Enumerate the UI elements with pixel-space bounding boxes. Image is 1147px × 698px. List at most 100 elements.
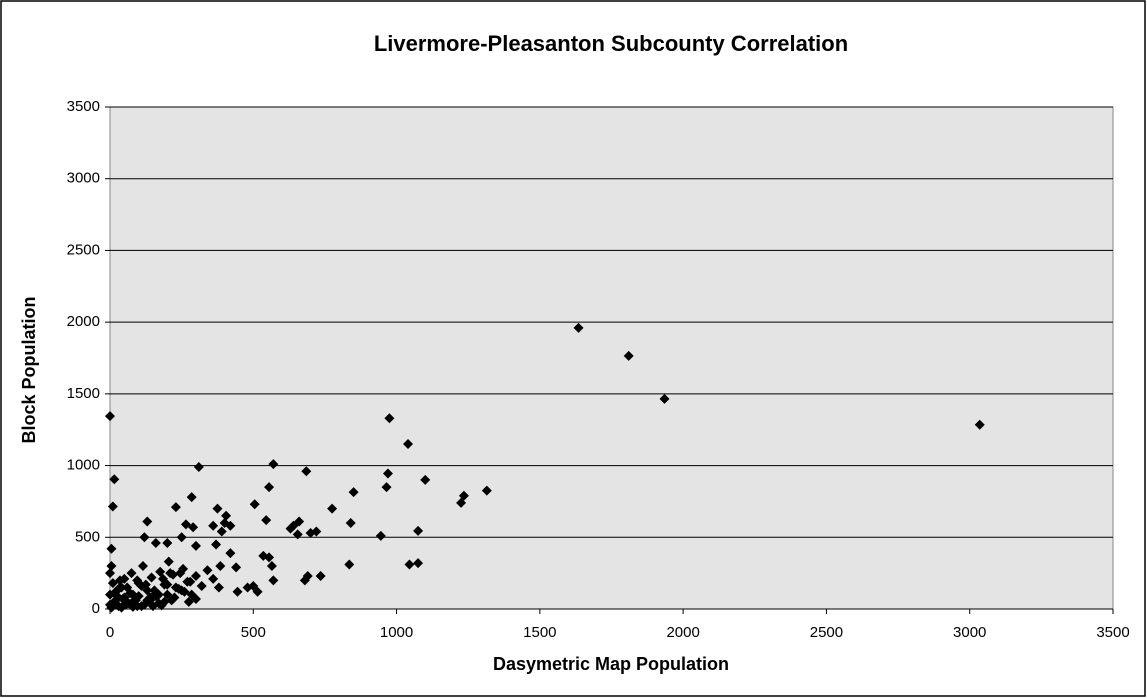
point [105,589,115,600]
point [249,499,260,510]
point [162,579,173,590]
point [176,585,187,596]
point [190,571,201,582]
x-tick-label: 3500 [1096,624,1129,641]
point [292,529,303,540]
point [231,562,242,573]
point [294,516,305,527]
point [456,497,467,508]
point [116,602,127,613]
point [384,413,395,424]
point [413,525,424,536]
x-tick-label: 500 [241,624,266,641]
point [137,560,148,571]
point [169,592,180,603]
point [208,520,219,531]
point [106,543,117,554]
point [413,558,424,569]
point [105,568,115,579]
point [186,492,197,503]
point [264,552,275,563]
point [163,556,174,567]
point [268,459,279,470]
point [175,568,186,579]
point [142,595,153,606]
point [127,589,138,600]
point [142,516,153,527]
point [305,527,316,538]
point [268,575,279,586]
point [211,539,222,550]
point [261,515,272,526]
x-tick-label: 1500 [523,624,556,641]
point [126,568,137,579]
point [122,582,133,593]
point [420,474,431,485]
point [105,411,115,422]
point [221,510,232,521]
x-tick-label: 2000 [666,624,699,641]
x-axis-label: Dasymetric Map Population [493,654,729,674]
y-tick-label: 0 [92,600,100,617]
point [146,572,157,583]
point [285,523,296,534]
y-tick-label: 3500 [67,98,100,115]
point [345,517,356,528]
point [196,581,207,592]
point [113,583,124,594]
point [176,532,187,543]
point [106,560,117,571]
point [190,540,201,551]
point [315,571,326,582]
point [123,598,134,609]
point [215,560,226,571]
point [165,568,176,579]
y-tick-label: 1500 [67,385,100,402]
y-tick-label: 500 [75,528,100,545]
y-tick-label: 2500 [67,241,100,258]
point [107,578,118,589]
point [974,419,985,430]
point [404,559,415,570]
plot-area [109,106,1114,610]
point [119,573,130,584]
x-tick-label: 2500 [810,624,843,641]
point [219,517,230,528]
point [132,601,143,612]
point [573,322,584,333]
point [109,474,120,485]
point [299,575,310,586]
y-tick-label: 1000 [67,457,100,474]
point [242,582,253,593]
point [110,595,121,606]
point [159,596,170,607]
point [185,576,196,587]
point [107,501,118,512]
point [213,582,224,593]
point [348,487,359,498]
point [252,586,263,597]
point [225,548,236,559]
point [136,581,147,592]
y-tick-label: 3000 [67,170,100,187]
point [170,502,181,513]
point [183,596,194,607]
point [139,532,150,543]
point [301,466,312,477]
point [266,560,277,571]
point [105,599,115,610]
point [193,462,204,473]
point [212,503,223,514]
point [264,482,275,493]
point [344,559,355,570]
x-tick-label: 0 [106,624,114,641]
point [327,503,338,514]
point [147,601,158,612]
y-axis-label: Block Population [19,296,39,443]
point [458,490,469,501]
point [180,519,191,530]
point [132,575,143,586]
y-tick-label: 2000 [67,313,100,330]
point [403,439,414,450]
x-tick-label: 1000 [380,624,413,641]
